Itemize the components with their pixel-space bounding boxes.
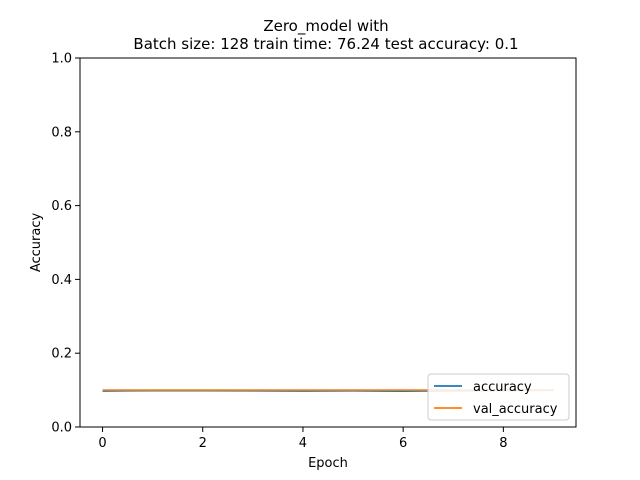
y-tick-label-1: 0.2 [51, 347, 72, 362]
y-tick-label-3: 0.6 [51, 199, 72, 214]
y-tick-label-0: 0.0 [51, 421, 72, 436]
y-axis-label: Accuracy [29, 213, 44, 273]
x-tick-label-4: 8 [499, 436, 507, 451]
legend-label-accuracy: accuracy [473, 380, 532, 395]
legend: accuracy val_accuracy [427, 373, 570, 421]
ticks-layer: 0 2 4 6 8 0.0 0.2 0.4 0.6 0.8 1.0 [51, 52, 507, 452]
plot-frame [79, 57, 577, 428]
x-tick-label-2: 4 [299, 436, 307, 451]
legend-label-val-accuracy: val_accuracy [473, 402, 558, 417]
x-tick-label-3: 6 [399, 436, 407, 451]
chart-title-line2: Batch size: 128 train time: 76.24 test a… [133, 35, 518, 53]
y-tick-label-4: 0.8 [51, 125, 72, 140]
x-tick-label-1: 2 [199, 436, 207, 451]
x-axis-label: Epoch [308, 456, 348, 471]
y-tick-label-5: 1.0 [51, 52, 72, 67]
chart-title-line1: Zero_model with [263, 17, 388, 36]
legend-box [427, 373, 570, 421]
x-tick-label-0: 0 [98, 436, 106, 451]
y-tick-label-2: 0.4 [51, 273, 72, 288]
